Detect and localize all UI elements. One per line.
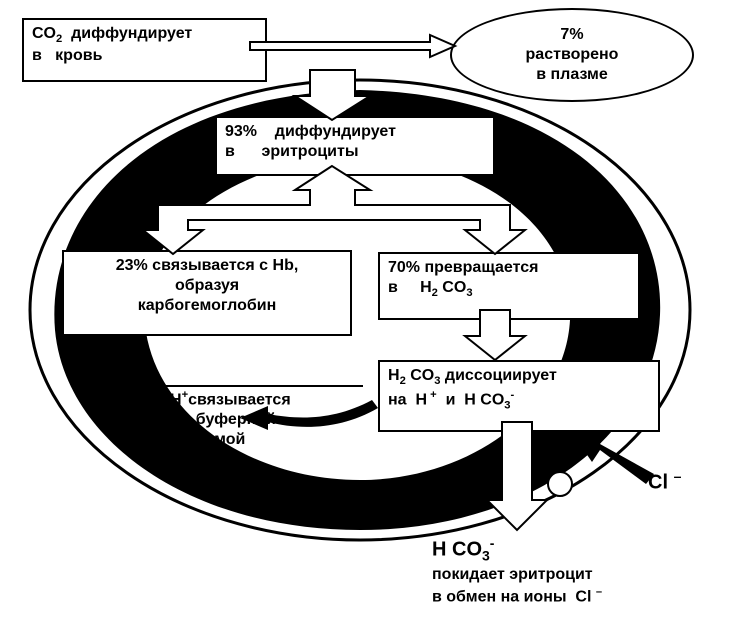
arrows-svg	[0, 0, 745, 625]
a-co2-to-93	[295, 70, 370, 120]
a-cl-in	[570, 430, 654, 484]
a-co2-to-plasma	[250, 35, 455, 57]
a-70-to-dissoc	[465, 310, 525, 360]
a-dissoc-down	[487, 422, 547, 530]
diagram-stage: { "layout": { "width": 745, "height": 62…	[0, 0, 745, 625]
a-93-split	[143, 166, 525, 254]
a-dissoc-to-buffer	[240, 400, 378, 430]
membrane-pore	[548, 472, 572, 496]
